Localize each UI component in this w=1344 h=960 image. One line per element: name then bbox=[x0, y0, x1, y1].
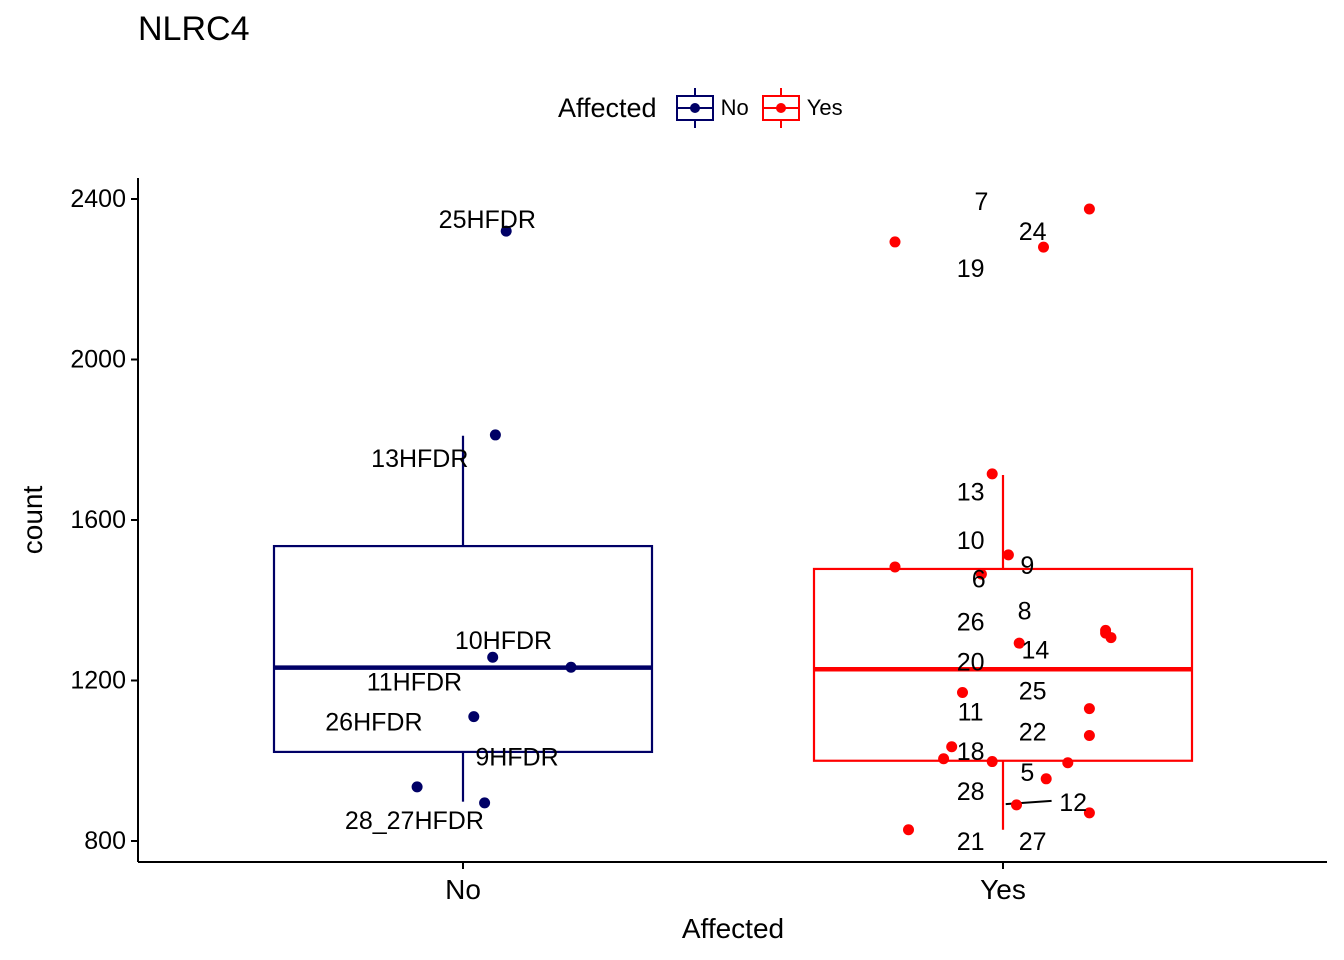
data-point-no bbox=[500, 225, 512, 237]
point-label: 22 bbox=[1019, 719, 1047, 747]
legend-key-yes bbox=[761, 88, 800, 128]
data-point-yes bbox=[975, 568, 987, 580]
data-point-yes bbox=[889, 561, 901, 573]
point-label: 27 bbox=[1019, 828, 1047, 856]
y-axis-title: count bbox=[17, 486, 48, 555]
data-point-yes bbox=[1083, 807, 1095, 819]
point-label: 28_27HFDR bbox=[345, 807, 484, 835]
point-label: 14 bbox=[1021, 636, 1049, 664]
legend-key-no bbox=[675, 88, 714, 128]
data-point-yes bbox=[986, 756, 998, 768]
point-label: 6 bbox=[972, 565, 986, 593]
point-label: 18 bbox=[957, 738, 985, 766]
point-label: 8 bbox=[1018, 597, 1032, 625]
data-point-no bbox=[468, 711, 480, 723]
point-label: 9 bbox=[1020, 552, 1034, 580]
x-tick-label: Yes bbox=[980, 874, 1026, 905]
data-point-no bbox=[411, 781, 423, 793]
point-label: 19 bbox=[957, 255, 985, 283]
point-label: 20 bbox=[957, 648, 985, 676]
data-point-yes bbox=[1083, 729, 1095, 741]
data-point-yes bbox=[1002, 549, 1014, 561]
point-label: 10HFDR bbox=[455, 627, 552, 655]
point-label: 7 bbox=[974, 188, 988, 216]
x-axis-title: Affected bbox=[682, 913, 784, 944]
data-point-yes bbox=[957, 687, 968, 699]
point-label: 11 bbox=[958, 699, 984, 727]
point-label: 25 bbox=[1019, 678, 1047, 706]
data-point-yes bbox=[1038, 241, 1049, 253]
point-label: 21 bbox=[957, 828, 985, 856]
data-point-yes bbox=[1013, 637, 1025, 649]
data-point-yes bbox=[938, 753, 950, 765]
point-label: 12 bbox=[1059, 789, 1087, 817]
box-no bbox=[272, 544, 654, 754]
box-yes bbox=[812, 567, 1194, 762]
point-label: 24 bbox=[1019, 218, 1047, 246]
y-tick-label: 2000 bbox=[70, 346, 126, 374]
point-label: 26 bbox=[957, 608, 985, 636]
point-label: 9HFDR bbox=[475, 744, 558, 772]
y-tick-label: 1600 bbox=[70, 506, 126, 534]
data-point-yes bbox=[889, 236, 901, 248]
point-label: 11HFDR bbox=[367, 669, 462, 697]
point-label: 13 bbox=[957, 479, 985, 507]
point-label: 13HFDR bbox=[371, 445, 468, 473]
legend: Affected No Yes bbox=[558, 88, 855, 128]
data-point-yes bbox=[986, 468, 998, 480]
chart-title: NLRC4 bbox=[138, 10, 250, 48]
data-point-yes bbox=[1040, 773, 1052, 785]
data-point-yes bbox=[1062, 757, 1074, 769]
data-point-no bbox=[479, 797, 491, 809]
y-tick-label: 2400 bbox=[70, 185, 126, 213]
legend-label-no: No bbox=[720, 95, 749, 120]
data-point-yes bbox=[1083, 703, 1095, 715]
x-tick-label: No bbox=[445, 874, 481, 905]
legend-title: Affected bbox=[558, 92, 657, 123]
y-tick-label: 1200 bbox=[70, 667, 126, 695]
point-label: 28 bbox=[957, 778, 985, 806]
point-label: 26HFDR bbox=[325, 709, 422, 737]
legend-label-yes: Yes bbox=[806, 95, 843, 120]
data-point-yes bbox=[1011, 799, 1022, 811]
data-point-no bbox=[487, 651, 499, 663]
data-point-yes bbox=[1083, 203, 1095, 215]
data-point-no bbox=[565, 661, 577, 673]
data-point-yes bbox=[946, 741, 958, 753]
point-label: 10 bbox=[957, 527, 985, 555]
y-tick-label: 800 bbox=[84, 827, 126, 855]
data-point-yes bbox=[1105, 632, 1117, 644]
point-label: 5 bbox=[1020, 759, 1034, 787]
point-label: 25HFDR bbox=[439, 206, 536, 234]
data-point-no bbox=[489, 429, 501, 441]
data-point-yes bbox=[903, 824, 914, 836]
